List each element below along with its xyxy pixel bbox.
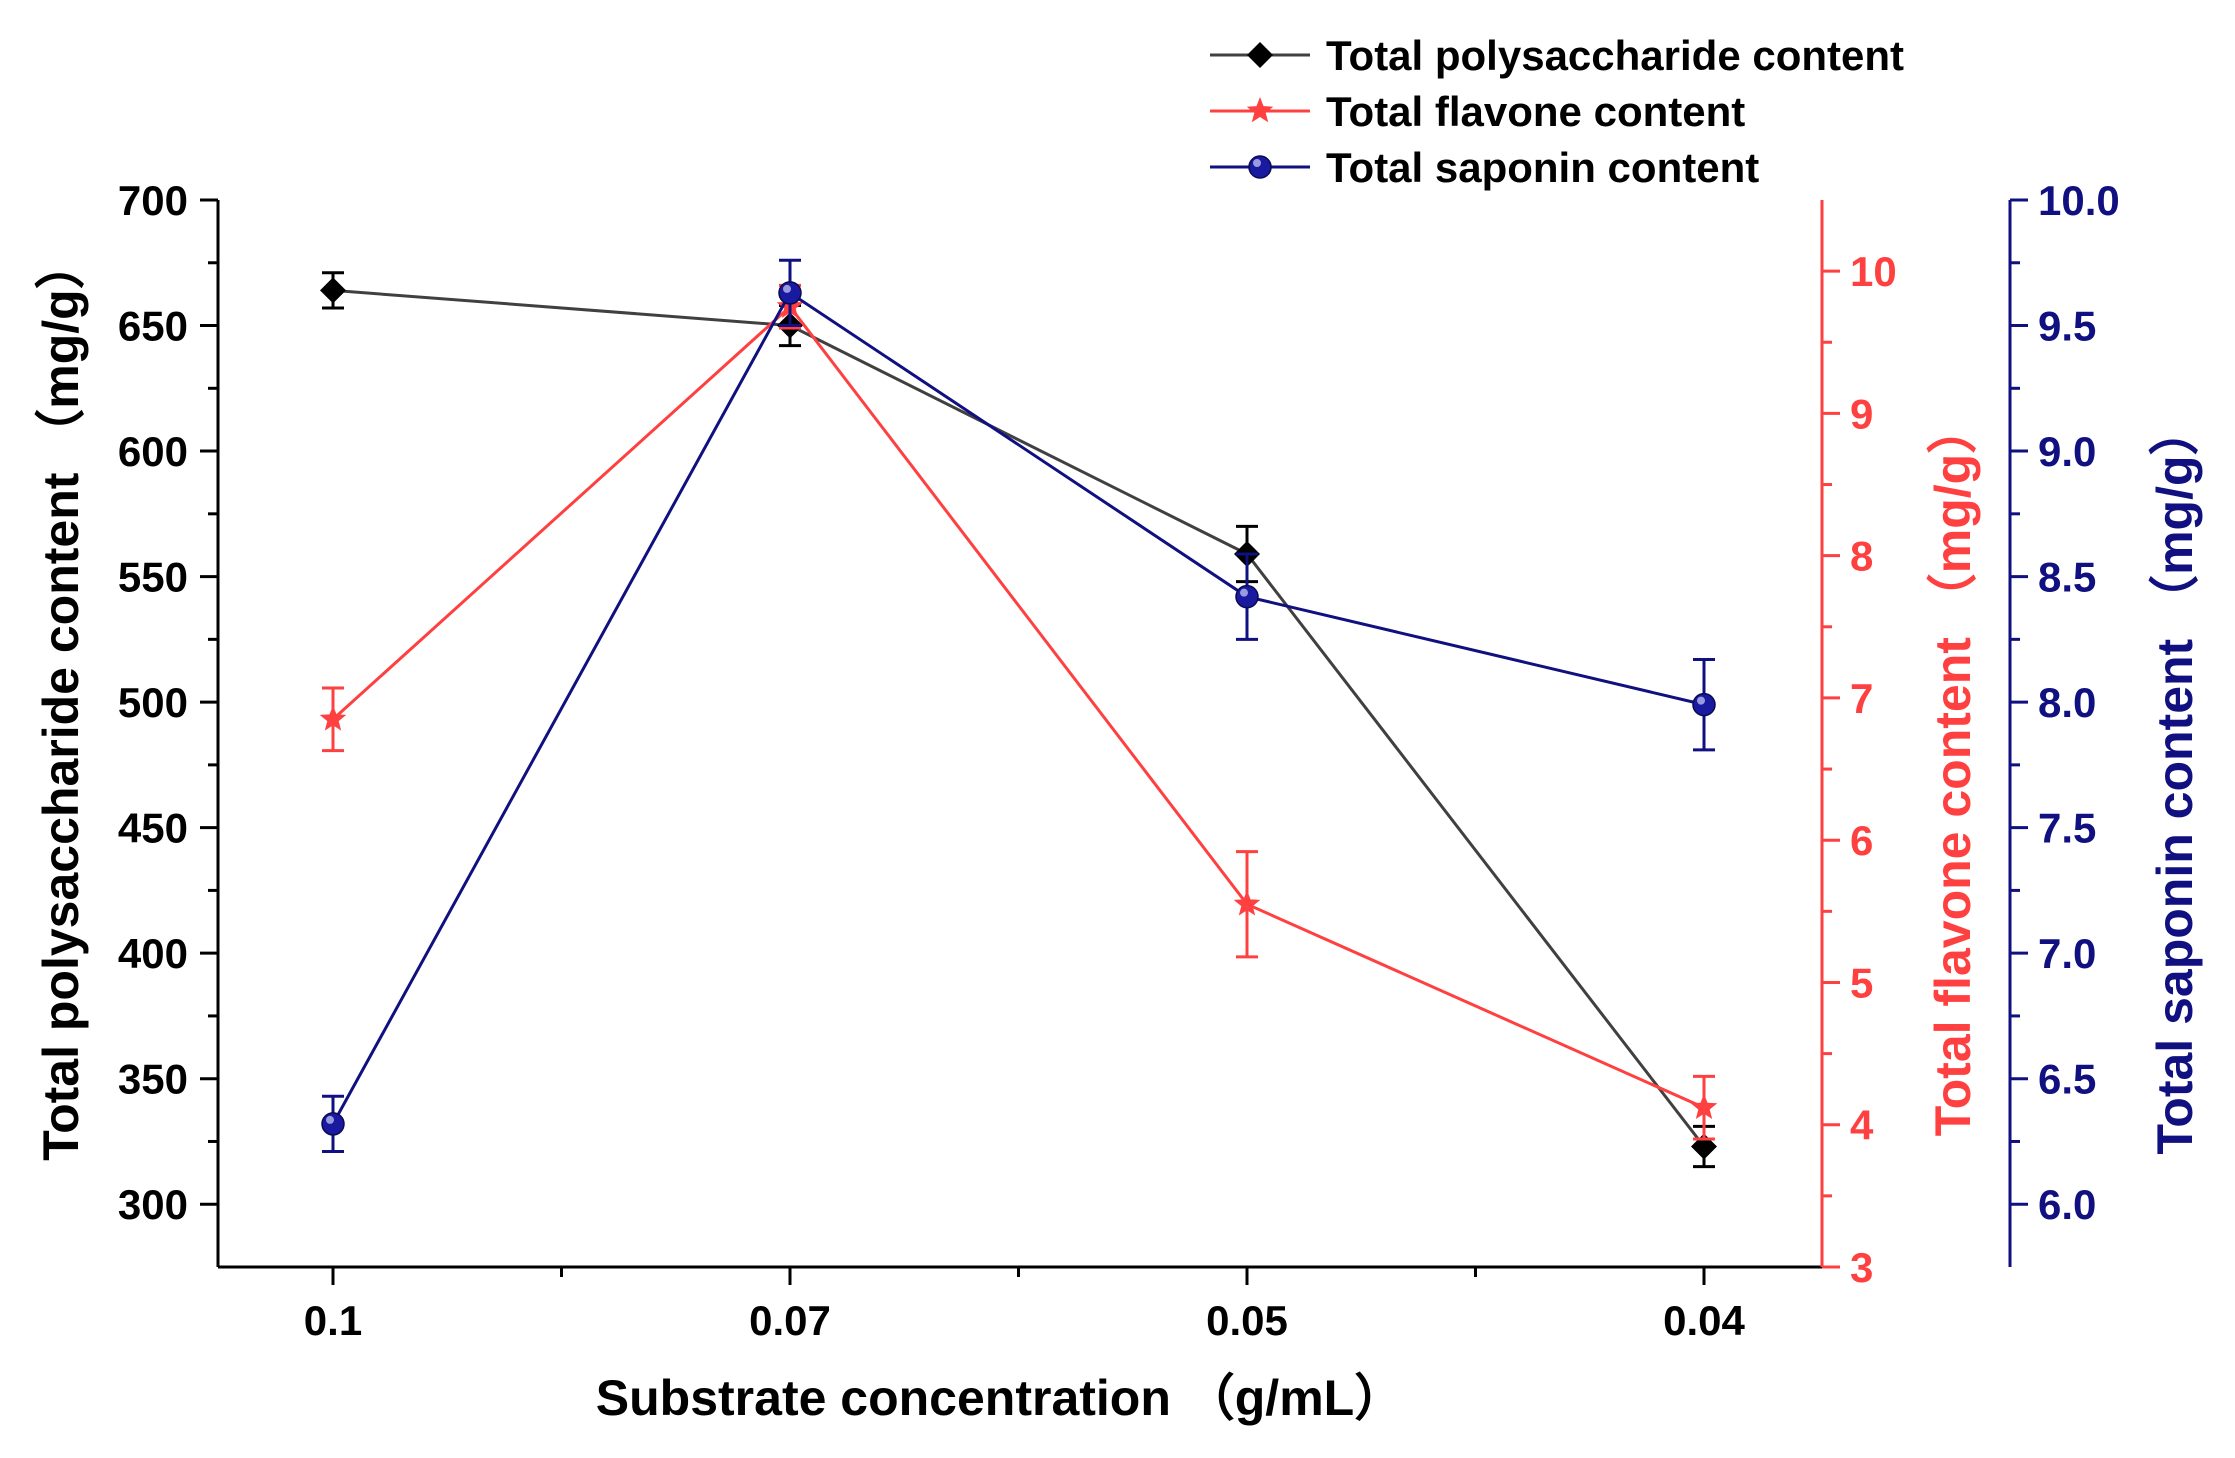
legend-label: Total polysaccharide content: [1326, 32, 1904, 79]
left-tick-label: 300: [118, 1181, 188, 1228]
right_flavone-tick-label: 3: [1850, 1244, 1873, 1291]
data-point: [1235, 584, 1259, 609]
right_saponin-tick-label: 10.0: [2038, 177, 2120, 224]
right_flavone-tick-label: 5: [1850, 959, 1873, 1006]
right_saponin-tick-label: 9.5: [2038, 303, 2096, 350]
x-tick-label: 0.07: [749, 1297, 831, 1344]
data-point: [778, 281, 802, 305]
series-2: [321, 258, 1716, 1154]
left-tick-label: 600: [118, 428, 188, 475]
right_saponin-tick-label: 7.5: [2038, 805, 2096, 852]
data-point: [1692, 692, 1716, 717]
right_saponin-tick-label: 8.5: [2038, 554, 2096, 601]
legend-marker: [1247, 42, 1273, 68]
left-tick-label: 350: [118, 1056, 188, 1103]
legend-item-1: Total flavone content: [1210, 88, 1745, 135]
series: [319, 258, 1718, 1169]
data-point-highlight: [326, 1115, 334, 1124]
right_saponin-tick-label: 7.0: [2038, 930, 2096, 977]
right_flavone-tick-label: 4: [1850, 1102, 1874, 1149]
right_saponin-tick-label: 8.0: [2038, 679, 2096, 726]
right_saponin-tick-label: 9.0: [2038, 428, 2096, 475]
left-tick-label: 550: [118, 554, 188, 601]
left-tick-label: 500: [118, 679, 188, 726]
right_flavone-tick-label: 8: [1850, 533, 1873, 580]
right_flavone-tick-label: 6: [1850, 817, 1873, 864]
right_saponin-tick-label: 6.0: [2038, 1181, 2096, 1228]
right_flavone-tick-label: 7: [1850, 675, 1873, 722]
legend-item-0: Total polysaccharide content: [1210, 32, 1904, 79]
flavone-axis-label: Total flavone content （mg/g）: [1925, 404, 1981, 1136]
right_flavone-tick-label: 10: [1850, 248, 1897, 295]
legend-marker: [1246, 97, 1274, 123]
x-tick-label: 0.05: [1206, 1297, 1288, 1344]
legend-marker: [1248, 155, 1272, 179]
left-tick-label: 700: [118, 177, 188, 224]
legend-marker-highlight: [1253, 159, 1261, 167]
data-point: [321, 1112, 345, 1136]
data-point-highlight: [1240, 588, 1248, 597]
legend-label: Total flavone content: [1326, 88, 1745, 135]
x-axis-label: Substrate concentration （g/mL）: [596, 1370, 1404, 1426]
left-tick-label: 450: [118, 805, 188, 852]
data-point-highlight: [1697, 696, 1705, 705]
legend: Total polysaccharide content Total flavon…: [1210, 32, 1904, 191]
legend-label: Total saponin content: [1326, 144, 1759, 191]
series-line: [331, 290, 1705, 1125]
legend-item-2: Total saponin content: [1210, 144, 1759, 191]
right_saponin-tick-label: 6.5: [2038, 1056, 2096, 1103]
axes: 0.1 0.07 0.05 0.04 300 350 400 450 500 550 600 650 7…: [118, 177, 2120, 1344]
data-point-highlight: [783, 284, 791, 293]
data-point: [1233, 890, 1261, 916]
left-axis-label: Total polysaccharide content （mg/g）: [33, 239, 89, 1160]
x-tick-label: 0.04: [1663, 1297, 1745, 1344]
left-tick-label: 400: [118, 930, 188, 977]
data-point: [320, 277, 346, 304]
series-line: [331, 304, 1705, 1110]
series-line: [332, 288, 1706, 1148]
data-point: [1690, 1093, 1718, 1119]
right_flavone-tick-label: 9: [1850, 390, 1873, 437]
x-tick-label: 0.1: [304, 1297, 362, 1344]
left-tick-label: 650: [118, 303, 188, 350]
saponin-axis-label: Total saponin content （mg/g）: [2147, 405, 2203, 1154]
data-point: [319, 705, 347, 731]
